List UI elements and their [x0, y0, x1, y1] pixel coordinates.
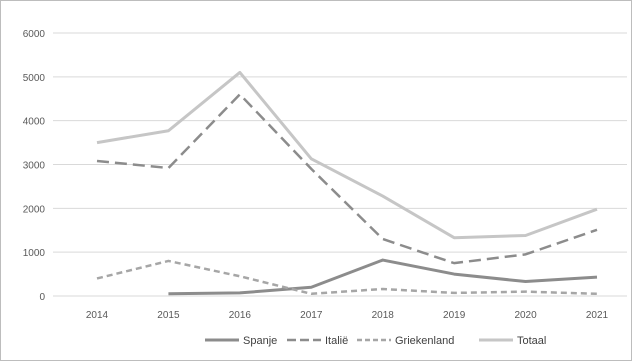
x-tick-label: 2015: [157, 310, 180, 321]
series-line-spanje: [168, 258, 598, 296]
y-axis-ticks: 0 1000 2000 3000 4000 5000 6000: [23, 29, 46, 303]
legend-label: Italië: [325, 335, 348, 347]
x-tick-label: 2014: [86, 310, 109, 321]
y-tick-label: 2000: [23, 204, 46, 215]
series-line-italië: [96, 93, 598, 265]
x-tick-label: 2020: [514, 310, 537, 321]
y-tick-label: 4000: [23, 117, 46, 128]
series-lines: [96, 70, 598, 296]
y-tick-label: 5000: [23, 73, 46, 84]
x-axis-ticks: 2014 2015 2016 2017 2018 2019 2020 2021: [86, 310, 609, 321]
x-tick-label: 2017: [300, 310, 323, 321]
y-tick-label: 1000: [23, 248, 46, 259]
legend-label: Spanje: [243, 335, 277, 347]
x-tick-label: 2019: [443, 310, 466, 321]
series-line-griekenland: [96, 259, 598, 296]
legend-label: Griekenland: [395, 335, 454, 347]
x-tick-label: 2016: [229, 310, 252, 321]
series-line-totaal: [96, 70, 598, 240]
gridlines: [53, 32, 627, 297]
legend: Spanje Italië Griekenland Totaal: [205, 335, 546, 347]
y-tick-label: 0: [39, 292, 45, 303]
x-tick-label: 2018: [372, 310, 395, 321]
y-tick-label: 3000: [23, 161, 46, 172]
legend-label: Totaal: [517, 335, 546, 347]
x-tick-label: 2021: [586, 310, 609, 321]
y-tick-label: 6000: [23, 29, 46, 40]
